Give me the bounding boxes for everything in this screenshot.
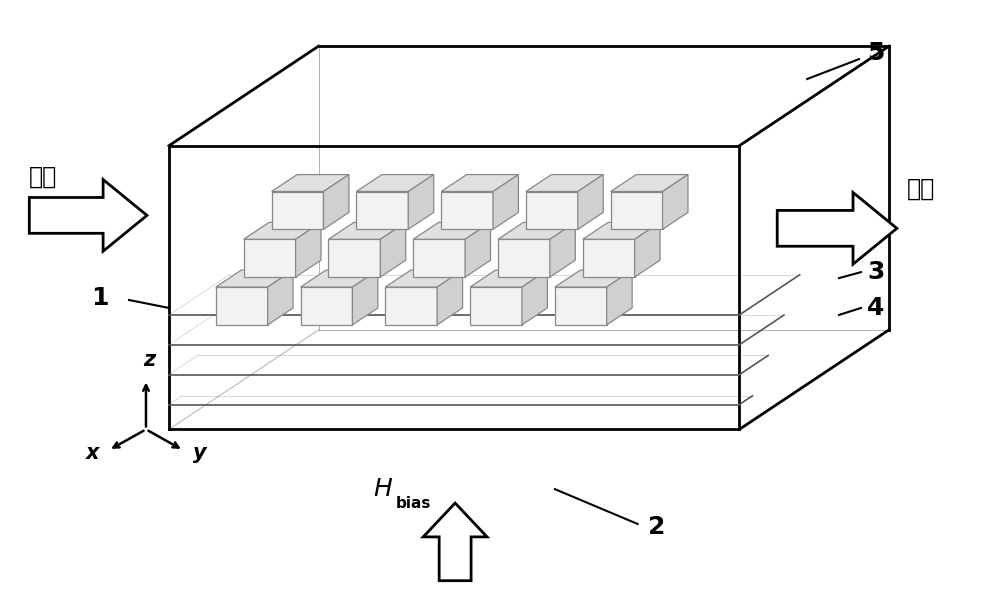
Polygon shape — [413, 239, 465, 277]
Polygon shape — [216, 270, 293, 287]
Polygon shape — [356, 191, 408, 229]
Polygon shape — [441, 175, 518, 191]
Polygon shape — [493, 175, 518, 229]
Polygon shape — [465, 222, 491, 277]
Polygon shape — [441, 191, 493, 229]
Polygon shape — [583, 239, 635, 277]
Text: bias: bias — [395, 496, 431, 511]
Text: 5: 5 — [867, 41, 884, 65]
Polygon shape — [380, 222, 406, 277]
Polygon shape — [29, 179, 147, 251]
Polygon shape — [526, 175, 603, 191]
Polygon shape — [498, 239, 550, 277]
Polygon shape — [385, 287, 437, 325]
Text: 4: 4 — [867, 296, 884, 320]
Polygon shape — [296, 222, 321, 277]
Polygon shape — [268, 270, 293, 325]
Text: 1: 1 — [91, 286, 109, 310]
Text: 入口: 入口 — [29, 164, 58, 188]
Polygon shape — [352, 270, 378, 325]
Polygon shape — [578, 175, 603, 229]
Polygon shape — [437, 270, 463, 325]
Polygon shape — [470, 270, 547, 287]
Polygon shape — [498, 222, 575, 239]
Polygon shape — [777, 193, 897, 264]
Polygon shape — [522, 270, 547, 325]
Polygon shape — [301, 270, 378, 287]
Text: z: z — [143, 350, 155, 370]
Polygon shape — [555, 287, 607, 325]
Polygon shape — [550, 222, 575, 277]
Polygon shape — [301, 287, 352, 325]
Polygon shape — [385, 270, 463, 287]
Text: 出口: 出口 — [907, 176, 935, 200]
Polygon shape — [413, 222, 491, 239]
Polygon shape — [272, 175, 349, 191]
Polygon shape — [607, 270, 632, 325]
Text: $\mathbf{\mathit{H}}$: $\mathbf{\mathit{H}}$ — [373, 477, 393, 501]
Polygon shape — [470, 287, 522, 325]
Polygon shape — [611, 191, 663, 229]
Text: y: y — [193, 443, 206, 463]
Polygon shape — [272, 191, 323, 229]
Polygon shape — [323, 175, 349, 229]
Polygon shape — [583, 222, 660, 239]
Text: x: x — [86, 443, 99, 463]
Polygon shape — [216, 287, 268, 325]
Polygon shape — [526, 191, 578, 229]
Polygon shape — [328, 239, 380, 277]
Text: 3: 3 — [867, 260, 884, 284]
Polygon shape — [244, 222, 321, 239]
Polygon shape — [611, 175, 688, 191]
Polygon shape — [408, 175, 434, 229]
Polygon shape — [356, 175, 434, 191]
Polygon shape — [328, 222, 406, 239]
Text: 2: 2 — [648, 515, 665, 539]
Polygon shape — [635, 222, 660, 277]
Polygon shape — [663, 175, 688, 229]
Polygon shape — [555, 270, 632, 287]
Polygon shape — [423, 503, 487, 581]
Polygon shape — [244, 239, 296, 277]
